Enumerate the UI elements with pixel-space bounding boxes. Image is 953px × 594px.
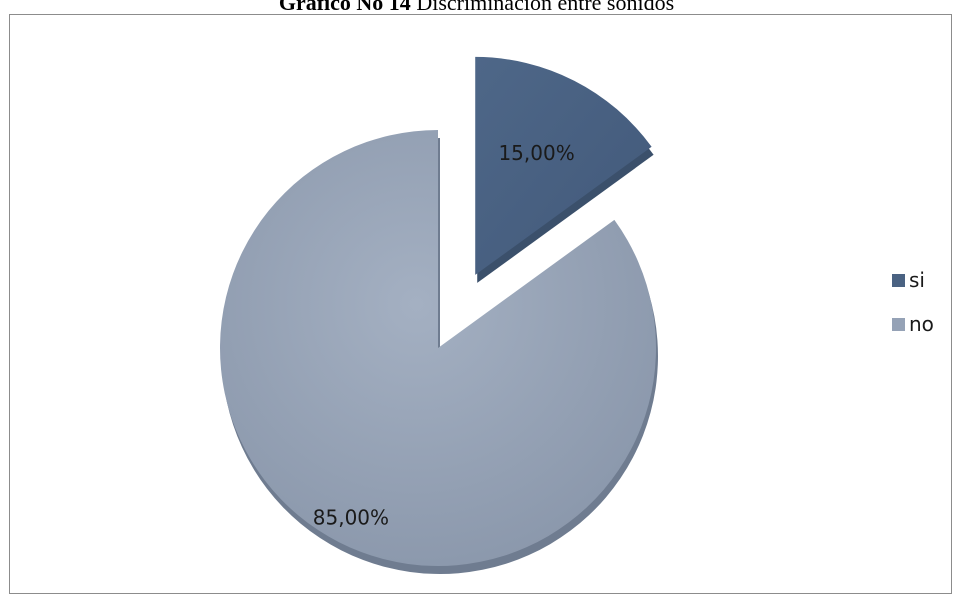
legend-label-si: si — [909, 268, 925, 292]
chart-title-text: Discriminación entre sonidos — [410, 0, 675, 15]
data-label-no: 85,00% — [313, 505, 389, 529]
chart-title: Gráfico No 14 Discriminación entre sonid… — [0, 0, 953, 16]
legend-item-si: si — [892, 268, 934, 292]
legend-swatch-no — [892, 317, 905, 331]
data-label-si: 15,00% — [498, 141, 574, 165]
pie-slices — [219, 56, 659, 574]
pie-slice-si — [475, 56, 652, 275]
legend-label-no: no — [909, 312, 934, 336]
legend-swatch-si — [892, 273, 905, 287]
pie-chart: 85,00% 15,00% — [219, 56, 659, 574]
pie-labels: 85,00% 15,00% — [313, 141, 575, 529]
legend-item-no: no — [892, 312, 934, 336]
pie-slice-no — [219, 130, 656, 566]
chart-title-number: Gráfico No 14 — [278, 0, 411, 15]
legend: si no — [892, 268, 934, 356]
